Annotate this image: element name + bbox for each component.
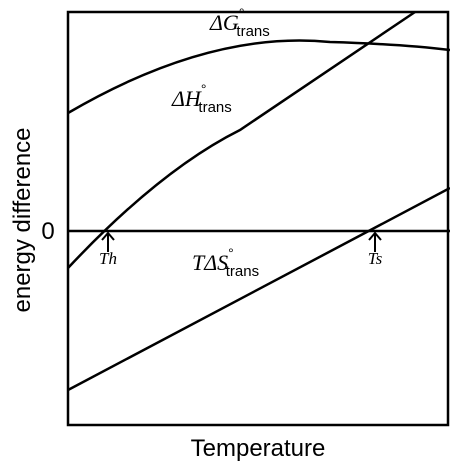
- marker-arrows: [101, 231, 382, 252]
- zero-label: 0: [41, 218, 54, 245]
- plot-frame: [66, 10, 450, 427]
- tds-label: TΔS° trans: [192, 245, 259, 280]
- subscript: trans: [226, 263, 259, 280]
- symbol: TΔS: [192, 250, 228, 275]
- dg-curve: [67, 39, 450, 115]
- tds-line: [67, 186, 450, 392]
- symbol: ΔG: [209, 10, 239, 35]
- subscript: trans: [198, 99, 231, 116]
- superscript: °: [201, 81, 207, 97]
- dh-curve: [67, 10, 416, 269]
- ts-label: Ts: [368, 249, 383, 268]
- dg-label: ΔG° trans: [209, 5, 270, 40]
- symbol: ΔH: [171, 86, 202, 111]
- subscript: trans: [236, 23, 269, 40]
- x-axis-label: Temperature: [191, 435, 326, 462]
- superscript: °: [228, 245, 234, 261]
- dh-label: ΔH° trans: [171, 81, 232, 116]
- superscript: °: [239, 5, 245, 21]
- th-label: Th: [99, 249, 117, 268]
- y-axis-label: energy difference: [9, 127, 36, 312]
